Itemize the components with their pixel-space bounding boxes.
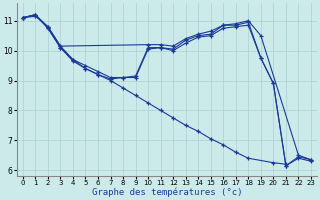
X-axis label: Graphe des températures (°c): Graphe des températures (°c)	[92, 188, 242, 197]
